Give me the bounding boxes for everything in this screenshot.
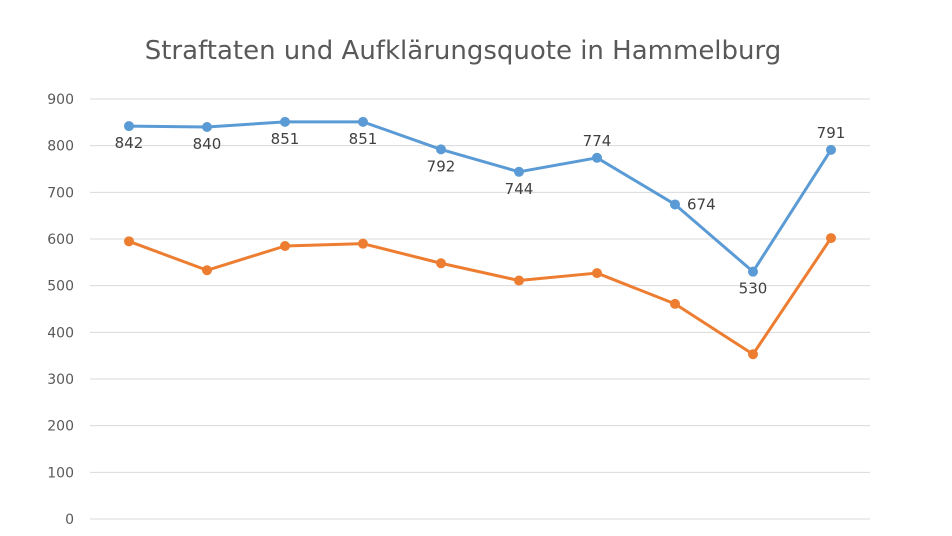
series-1-line (128, 120, 833, 274)
series-1-point-2 (202, 122, 212, 132)
y-tick-label-0: 0 (65, 512, 74, 528)
series-1-data-label-3: 851 (271, 130, 300, 148)
series-1-point-5 (436, 144, 446, 155)
series-1-data-label-1: 842 (115, 134, 144, 152)
series-1-point-9 (748, 266, 758, 277)
y-tick-label-200: 200 (47, 419, 74, 435)
series-1-data-label-8: 674 (687, 195, 716, 213)
series-1-data-label-5: 792 (427, 157, 456, 175)
y-tick-label-100: 100 (47, 465, 74, 481)
series-1-point-6 (514, 166, 524, 177)
series-1-data-label-6: 744 (505, 180, 534, 198)
series-2-point-8 (670, 298, 680, 309)
chart-title: Straftaten und Aufklärungsquote in Hamme… (144, 36, 782, 66)
y-tick-label-500: 500 (47, 279, 74, 295)
series-2-point-9 (748, 349, 758, 360)
series-2-point-7 (592, 268, 602, 279)
series-1-point-10 (826, 144, 836, 155)
series-1-data-label-2: 840 (193, 135, 222, 153)
series-2-point-2 (202, 265, 212, 276)
series-1-point-8 (670, 199, 680, 210)
series-2-point-10 (826, 233, 836, 244)
y-tick-label-800: 800 (47, 139, 74, 155)
series-1-point-3 (280, 116, 290, 127)
y-tick-label-700: 700 (47, 185, 74, 201)
series-2-point-5 (436, 258, 446, 269)
series-1-data-label-10: 791 (817, 124, 846, 142)
series-2-point-6 (514, 275, 524, 286)
series-1-point-7 (592, 152, 602, 163)
series-2-line (128, 237, 833, 356)
series-2-point-3 (280, 241, 290, 251)
series-1-data-label-9: 530 (739, 280, 768, 298)
series-2-point-4 (358, 238, 368, 249)
series-1-point-1 (124, 121, 134, 132)
y-tick-label-600: 600 (47, 232, 74, 248)
y-tick-label-900: 900 (47, 92, 74, 108)
y-tick-label-400: 400 (47, 325, 74, 341)
series-1-data-label-4: 851 (349, 130, 378, 148)
y-tick-label-300: 300 (47, 372, 74, 388)
series-1-data-label-7: 774 (583, 132, 612, 150)
series-1-point-4 (358, 116, 368, 127)
series-2-point-1 (124, 236, 134, 247)
